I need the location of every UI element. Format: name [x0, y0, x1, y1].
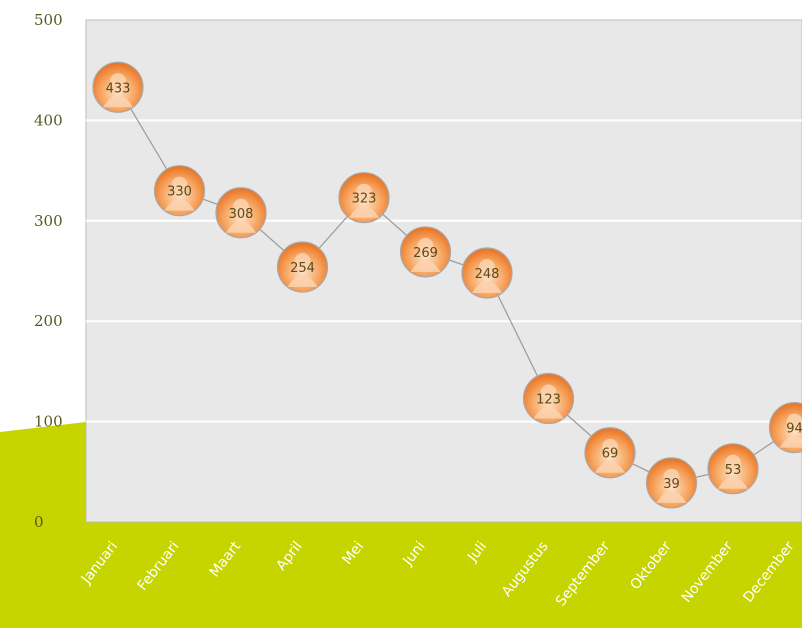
avatar-body [472, 281, 502, 294]
ground-layer [0, 422, 802, 628]
avatar-body [287, 274, 318, 287]
data-label-mei: 323 [352, 192, 377, 207]
data-label-januari: 433 [106, 81, 131, 96]
avatar-body [226, 220, 256, 233]
avatar-body [410, 259, 441, 272]
avatar-body [349, 205, 379, 218]
data-point-juni[interactable]: 269 [399, 226, 452, 278]
avatar-head [479, 259, 495, 276]
marker-group: 433 330 308 254 323 269 248 123 69 39 53 94 [92, 61, 802, 509]
avatar-body [718, 476, 748, 489]
data-label-december: 94 [786, 422, 802, 437]
avatar-head [663, 468, 680, 485]
data-point-februari[interactable]: 330 [153, 165, 206, 217]
data-label-september: 69 [602, 447, 619, 462]
y-tick-label-400: 400 [34, 111, 63, 129]
avatar-body [103, 95, 133, 108]
data-label-juni: 269 [413, 246, 438, 261]
data-point-mei[interactable]: 323 [338, 172, 390, 224]
data-point-augustus[interactable]: 123 [522, 372, 575, 425]
avatar-head [786, 413, 802, 430]
y-axis: 0 100 200 300 400 500 [34, 11, 63, 531]
avatar-body [164, 198, 195, 211]
data-point-april[interactable]: 254 [276, 241, 329, 293]
plot-area [85, 19, 802, 523]
y-tick-label-500: 500 [34, 11, 63, 29]
data-label-augustus: 123 [536, 393, 561, 408]
y-tick-label-100: 100 [34, 413, 63, 431]
avatar-head [356, 183, 372, 200]
data-point-januari[interactable]: 433 [92, 61, 144, 113]
avatar-body [595, 460, 625, 473]
plot-background [85, 19, 802, 523]
y-tick-label-200: 200 [34, 312, 63, 330]
data-point-november[interactable]: 53 [707, 443, 759, 495]
data-point-september[interactable]: 69 [584, 427, 636, 479]
avatar-head [417, 237, 434, 254]
y-tick-label-300: 300 [34, 212, 63, 230]
avatar-head [540, 384, 557, 401]
avatar-head [110, 73, 126, 90]
data-point-juli[interactable]: 248 [461, 247, 513, 299]
avatar-head [725, 454, 741, 471]
avatar-body [533, 406, 564, 419]
data-label-november: 53 [725, 463, 742, 478]
avatar-head [233, 198, 249, 215]
avatar-head [171, 176, 188, 193]
avatar-head [294, 252, 311, 269]
avatar-head [602, 438, 618, 455]
avatar-body [656, 490, 687, 503]
avatar-body [779, 435, 802, 448]
data-label-juli: 248 [475, 267, 500, 282]
data-label-maart: 308 [229, 207, 254, 222]
data-point-oktober[interactable]: 39 [645, 457, 698, 509]
data-point-maart[interactable]: 308 [215, 187, 267, 239]
data-label-oktober: 39 [663, 477, 680, 492]
data-label-februari: 330 [167, 185, 192, 200]
ground-band [0, 522, 802, 628]
data-point-december[interactable]: 94 [768, 402, 802, 454]
y-tick-label-0: 0 [34, 513, 44, 531]
data-label-april: 254 [290, 261, 315, 276]
